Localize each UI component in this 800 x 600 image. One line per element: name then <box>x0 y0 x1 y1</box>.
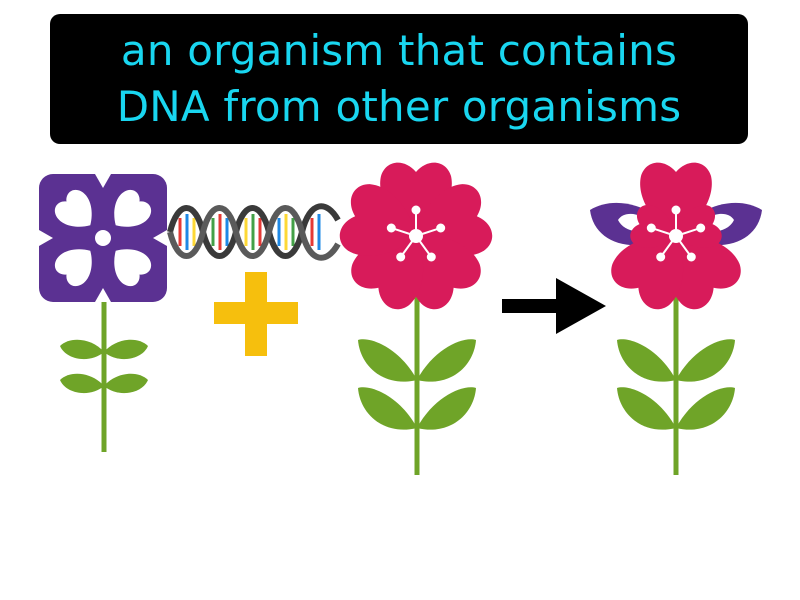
donor-petals <box>39 174 167 302</box>
host-leaves <box>358 339 476 430</box>
host-pink-flower-icon <box>335 162 497 475</box>
host-petals <box>335 162 497 317</box>
result-hybrid-flower-icon <box>590 162 762 475</box>
result-petals <box>590 162 762 317</box>
plus-icon <box>214 272 298 356</box>
donor-leaves <box>60 339 148 394</box>
dna-double-helix-icon <box>167 203 341 261</box>
definition-line-2: DNA from other organisms <box>116 82 682 131</box>
definition-caption: an organism that contains DNA from other… <box>50 14 748 144</box>
right-arrow-icon <box>502 278 606 334</box>
definition-line-1: an organism that contains <box>120 26 678 75</box>
donor-purple-flower-icon <box>39 174 167 452</box>
result-leaves <box>617 339 735 430</box>
